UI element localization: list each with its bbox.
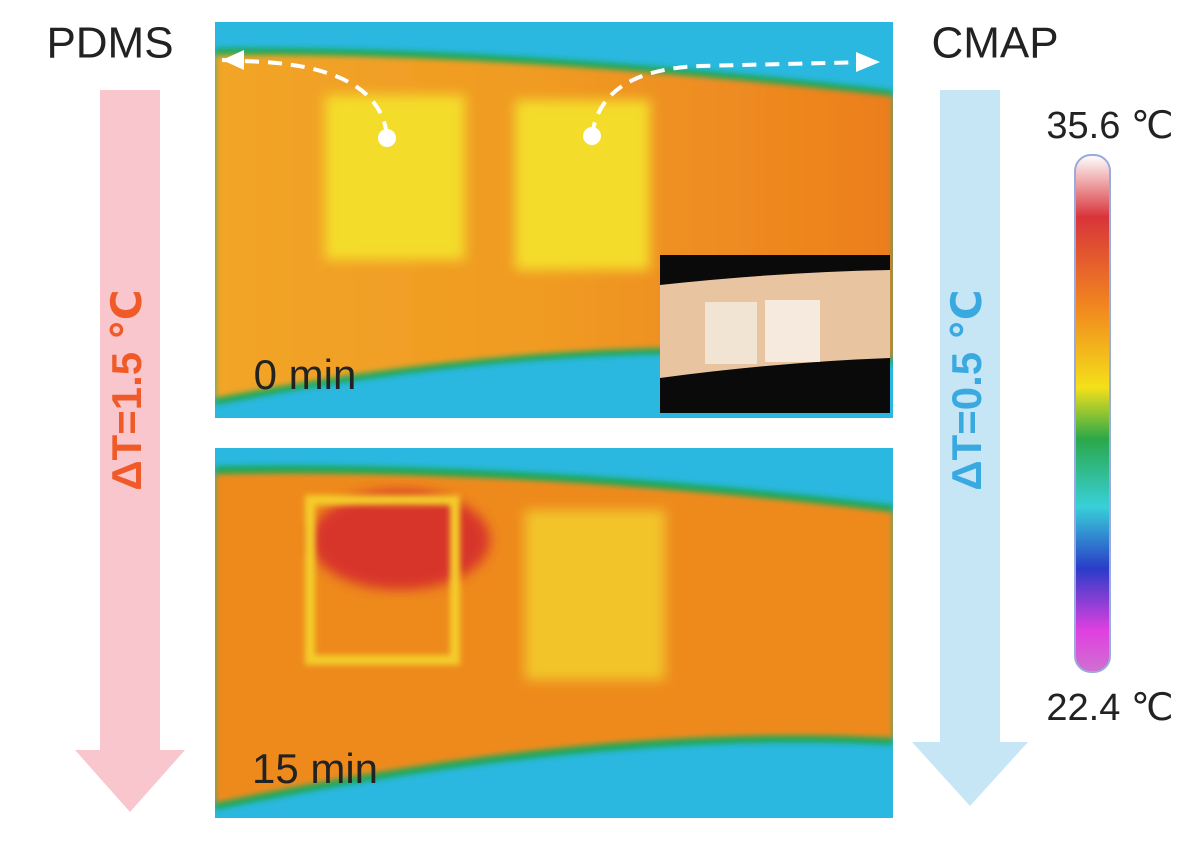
colorbar bbox=[1074, 154, 1111, 673]
thermal-image-0 bbox=[215, 22, 893, 418]
arrow-right bbox=[912, 90, 1028, 806]
time-label: 0 min bbox=[254, 351, 357, 398]
thermal-image-1 bbox=[215, 448, 893, 818]
colorbar-max: 35.6 ℃ bbox=[1046, 105, 1173, 147]
label-cmap: CMAP bbox=[931, 19, 1058, 68]
delta-right: ΔT=0.5 ℃ bbox=[943, 289, 990, 490]
time-label: 15 min bbox=[252, 745, 378, 792]
delta-left: ΔT=1.5 ℃ bbox=[103, 289, 150, 490]
arrow-left bbox=[75, 90, 185, 812]
colorbar-min: 22.4 ℃ bbox=[1046, 687, 1173, 729]
label-pdms: PDMS bbox=[46, 19, 173, 68]
